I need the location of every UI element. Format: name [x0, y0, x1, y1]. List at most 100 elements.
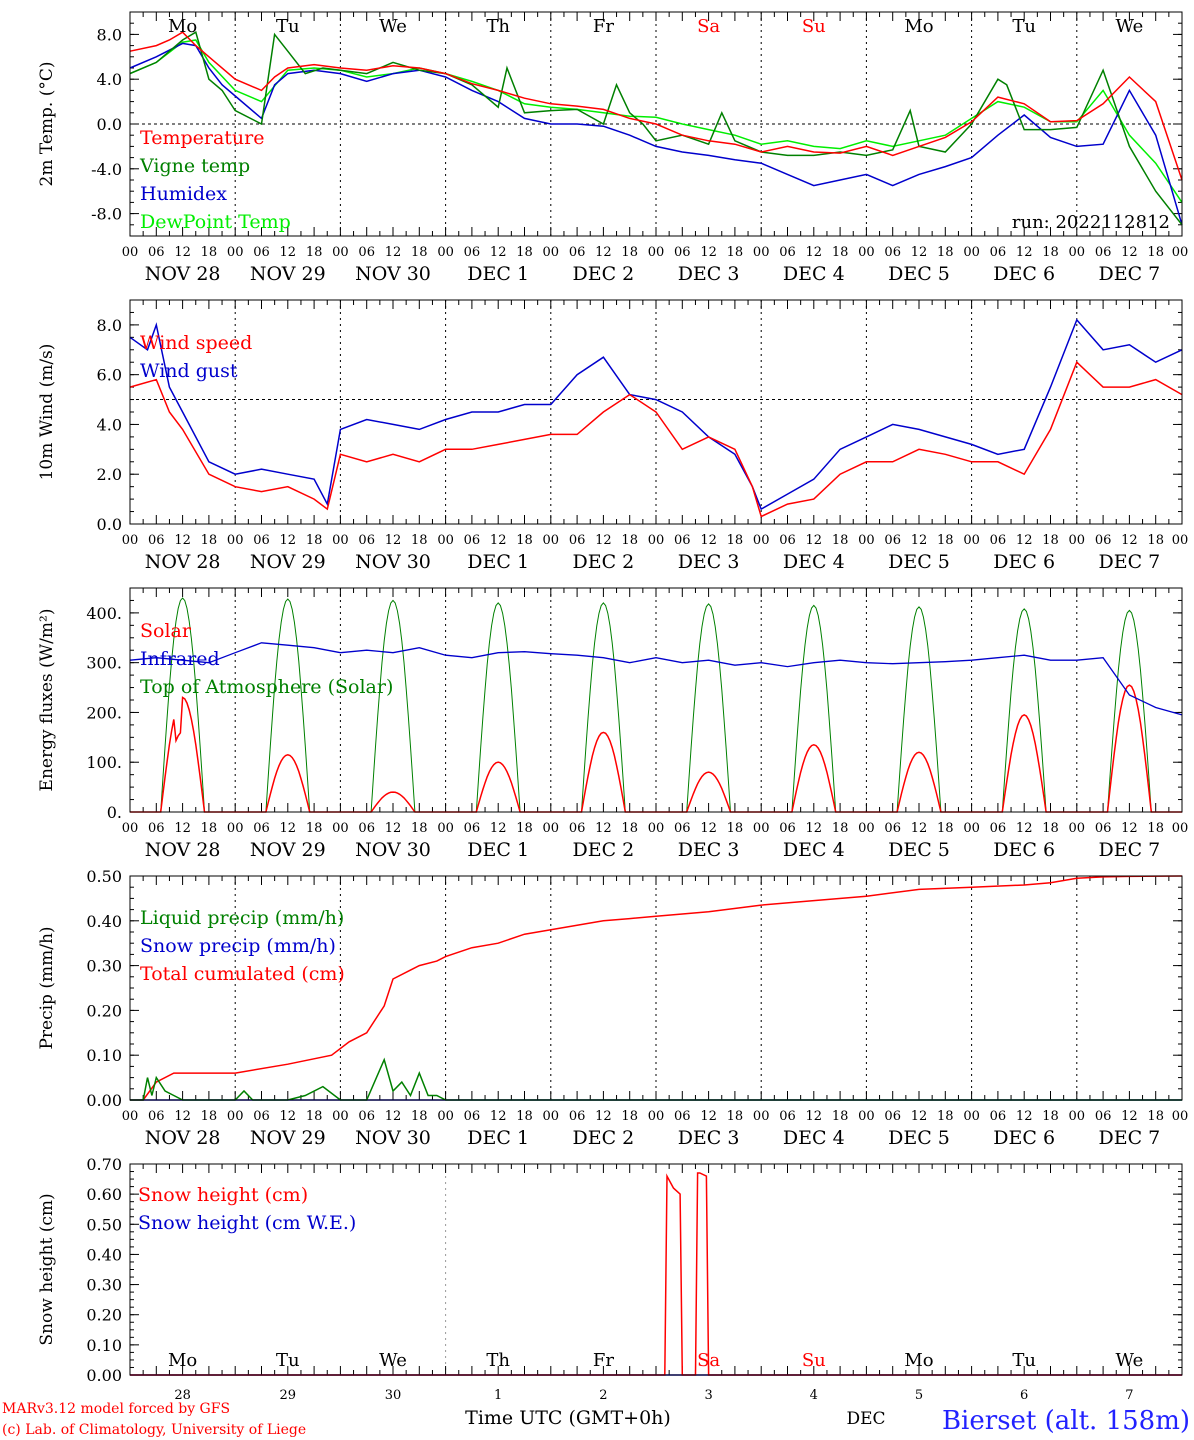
weekday-label: Mo — [168, 1350, 197, 1371]
solar-series-day — [550, 731, 656, 813]
hour-label: 12 — [700, 533, 717, 548]
y-tick-label: 8.0 — [97, 316, 122, 335]
hour-label: 18 — [621, 821, 638, 836]
hour-label: 12 — [280, 1109, 297, 1124]
hour-label: 18 — [1147, 821, 1164, 836]
hour-label: 12 — [806, 821, 823, 836]
hour-label: 12 — [280, 533, 297, 548]
hour-label: 12 — [700, 245, 717, 260]
hour-label: 00 — [1172, 533, 1189, 548]
hour-label: 06 — [569, 245, 586, 260]
hour-label: 12 — [174, 1109, 191, 1124]
weekday-label: Tu — [1012, 1350, 1036, 1371]
y-tick-label: 0.40 — [86, 1245, 122, 1264]
day-number: 30 — [385, 1388, 402, 1403]
hour-label: 18 — [201, 533, 218, 548]
toa-series-day — [656, 603, 762, 813]
toa-series-day — [971, 608, 1077, 813]
hour-label: 06 — [148, 1109, 165, 1124]
toa-series-day — [866, 606, 972, 813]
hour-label: 12 — [595, 245, 612, 260]
hour-label: 06 — [990, 1109, 1007, 1124]
hour-label: 12 — [1121, 533, 1138, 548]
hour-label: 06 — [358, 245, 375, 260]
hour-label: 12 — [385, 245, 402, 260]
hour-label: 06 — [464, 533, 481, 548]
date-label: DEC 7 — [1099, 263, 1161, 285]
legend-entry: Top of Atmosphere (Solar) — [140, 676, 393, 698]
weekday-label: We — [1116, 1350, 1144, 1371]
weekday-label: We — [379, 1350, 407, 1371]
date-label: DEC 7 — [1099, 1127, 1161, 1149]
hour-label: 00 — [753, 533, 770, 548]
hour-label: 00 — [858, 821, 875, 836]
series-line — [129, 39, 1183, 203]
hour-label: 00 — [858, 245, 875, 260]
toa-series-day — [1076, 609, 1182, 813]
hour-label: 12 — [490, 533, 507, 548]
hour-label: 06 — [253, 821, 270, 836]
hour-label: 00 — [1069, 245, 1086, 260]
legend-entry: Snow height (cm W.E.) — [138, 1212, 356, 1234]
date-label: NOV 30 — [355, 263, 431, 285]
y-tick-label: 2.0 — [97, 465, 122, 484]
hour-label: 12 — [1121, 245, 1138, 260]
hour-label: 00 — [332, 821, 349, 836]
solar-series-day — [130, 696, 236, 813]
y-axis-label: 10m Wind (m/s) — [37, 344, 57, 481]
y-tick-label: 0.00 — [86, 1366, 122, 1385]
hour-label: 06 — [990, 245, 1007, 260]
hour-label: 12 — [490, 245, 507, 260]
footer: MARv3.12 model forced by GFS (c) Lab. of… — [2, 1401, 1190, 1438]
hour-label: 12 — [595, 533, 612, 548]
date-label: DEC 2 — [573, 1127, 635, 1149]
hour-label: 12 — [911, 533, 928, 548]
y-tick-label: 0.50 — [86, 1215, 122, 1234]
plot-frame — [129, 587, 1183, 813]
weekday-label: Th — [486, 1350, 510, 1371]
hour-label: 12 — [806, 1109, 823, 1124]
hour-label: 12 — [174, 821, 191, 836]
hour-label: 12 — [1016, 533, 1033, 548]
hour-label: 12 — [385, 821, 402, 836]
hour-label: 18 — [621, 245, 638, 260]
hour-label: 12 — [280, 821, 297, 836]
hour-label: 06 — [990, 533, 1007, 548]
hour-label: 12 — [595, 1109, 612, 1124]
hour-label: 18 — [201, 1109, 218, 1124]
hour-label: 12 — [806, 533, 823, 548]
panel-5: Snow height (cm) 0.00 0.10 0.20 0.30 0.40 0.50… — [37, 1155, 1183, 1429]
run-label: run: 2022112812 — [1012, 212, 1170, 233]
weekday-label: Tu — [1012, 16, 1036, 37]
hour-label: 18 — [201, 245, 218, 260]
date-label: DEC 1 — [467, 1127, 529, 1149]
date-label: DEC 5 — [888, 263, 950, 285]
hour-label: 12 — [1016, 245, 1033, 260]
hour-label: 06 — [253, 533, 270, 548]
y-tick-label: -8.0 — [91, 205, 122, 224]
y-tick-label: 0.20 — [86, 1001, 122, 1020]
date-label: DEC 3 — [678, 1127, 740, 1149]
date-label: NOV 28 — [145, 263, 221, 285]
hour-label: 18 — [411, 533, 428, 548]
hour-label: 06 — [990, 821, 1007, 836]
date-label: NOV 29 — [250, 839, 326, 861]
legend-entry: Infrared — [140, 648, 220, 670]
y-tick-label: 0.70 — [86, 1155, 122, 1174]
hour-label: 18 — [727, 1109, 744, 1124]
hour-label: 18 — [1147, 533, 1164, 548]
toa-series-day — [445, 602, 551, 813]
hour-label: 12 — [385, 1109, 402, 1124]
lab-credit: (c) Lab. of Climatology, University of L… — [2, 1422, 306, 1438]
hour-label: 00 — [1069, 821, 1086, 836]
legend-entry: DewPoint Temp — [140, 211, 291, 233]
hour-label: 12 — [385, 533, 402, 548]
weekday-label: Th — [486, 16, 510, 37]
hour-label: 06 — [674, 533, 691, 548]
hour-label: 18 — [937, 821, 954, 836]
toa-series-day — [550, 602, 656, 813]
date-label: DEC 5 — [888, 1127, 950, 1149]
hour-label: 06 — [358, 533, 375, 548]
plot-frame — [129, 11, 1183, 237]
date-label: NOV 29 — [250, 263, 326, 285]
